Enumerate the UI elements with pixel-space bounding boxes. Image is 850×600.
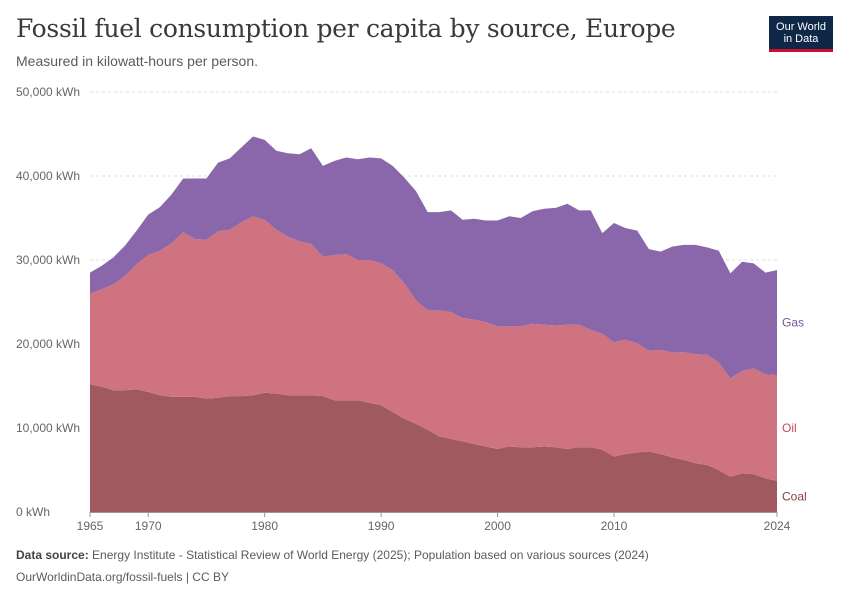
area-layer [90, 136, 777, 512]
x-tick-label: 1965 [77, 519, 104, 533]
data-source-note: Data source: Energy Institute - Statisti… [16, 548, 649, 562]
owid-logo[interactable]: Our World in Data [769, 16, 833, 52]
series-labels: Coal Oil Gas [782, 316, 807, 504]
chart-title: Fossil fuel consumption per capita by so… [16, 14, 676, 43]
x-tick-label: 2010 [601, 519, 628, 533]
logo-line-1: Our World [776, 21, 826, 33]
y-axis: 0 kWh 10,000 kWh 20,000 kWh 30,000 kWh 40,00… [16, 85, 80, 519]
stacked-area-chart: 0 kWh 10,000 kWh 20,000 kWh 30,000 kWh 40,00… [16, 85, 807, 533]
logo-line-2: in Data [783, 33, 819, 45]
x-tick-label: 2000 [484, 519, 511, 533]
x-tick-label: 1970 [135, 519, 162, 533]
x-tick-label: 1980 [251, 519, 278, 533]
y-tick-label: 30,000 kWh [16, 253, 80, 267]
series-label-gas: Gas [782, 316, 804, 330]
area-series-oil[interactable] [90, 216, 777, 481]
data-source-label: Data source: [16, 548, 89, 562]
x-tick-label: 2024 [764, 519, 791, 533]
y-tick-label: 20,000 kWh [16, 337, 80, 351]
series-label-oil: Oil [782, 421, 797, 435]
chart-subtitle: Measured in kilowatt-hours per person. [16, 53, 259, 69]
x-axis: 1965 1970 1980 1990 2000 2010 2024 [77, 512, 791, 533]
y-tick-label: 50,000 kWh [16, 85, 80, 99]
y-tick-label: 10,000 kWh [16, 421, 80, 435]
area-series-coal[interactable] [90, 384, 777, 512]
y-tick-label: 40,000 kWh [16, 169, 80, 183]
x-tick-label: 1990 [368, 519, 395, 533]
series-label-coal: Coal [782, 489, 807, 503]
y-tick-label: 0 kWh [16, 505, 50, 519]
data-source-text: Energy Institute - Statistical Review of… [92, 548, 649, 562]
source-url-link[interactable]: OurWorldinData.org/fossil-fuels | CC BY [16, 570, 229, 584]
area-series-gas[interactable] [90, 136, 777, 379]
